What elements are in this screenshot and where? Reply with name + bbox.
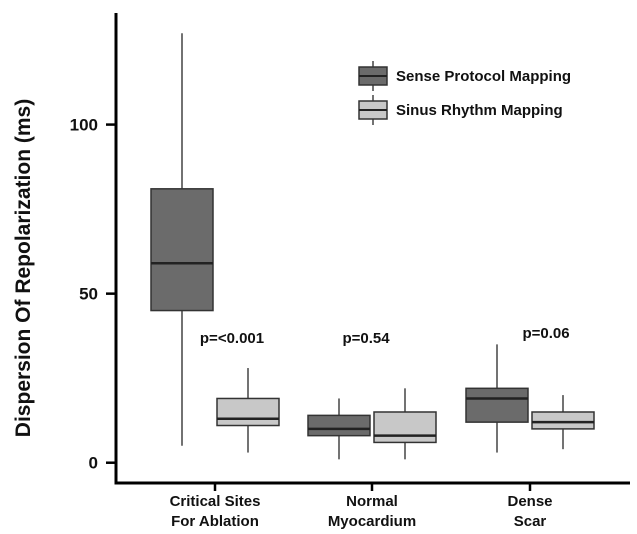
- box-iqr: [150, 188, 214, 312]
- box-iqr: [216, 397, 280, 427]
- x-tick-label: For Ablation: [171, 513, 259, 530]
- y-axis: 0 50 100: [70, 13, 118, 483]
- box-sense-0: [150, 33, 214, 446]
- legend-entry: Sinus Rhythm Mapping: [358, 95, 563, 125]
- box-sinus-0: [216, 368, 280, 453]
- y-tick-label: 50: [79, 285, 98, 304]
- legend-entry: Sense Protocol Mapping: [358, 61, 571, 91]
- p-value-annotations: p=<0.001 p=0.54 p=0.06: [200, 325, 570, 347]
- x-tick-label: Critical Sites: [170, 493, 261, 510]
- legend: Sense Protocol Mapping Sinus Rhythm Mappi…: [358, 61, 571, 125]
- box-iqr: [465, 387, 529, 423]
- legend-label: Sense Protocol Mapping: [396, 68, 571, 85]
- y-axis-title: Dispersion Of Repolarization (ms): [12, 99, 35, 437]
- y-tick-label: 0: [89, 454, 98, 473]
- box-sinus-2: [531, 395, 595, 450]
- box-series: [150, 33, 595, 460]
- box-iqr: [373, 411, 437, 444]
- p-value-label: p=0.06: [522, 325, 569, 342]
- box-iqr: [531, 411, 595, 430]
- x-axis: Critical Sites For Ablation Normal Myocardi…: [114, 481, 630, 530]
- box-sense-1: [307, 398, 371, 460]
- p-value-label: p=0.54: [342, 330, 390, 347]
- x-tick-label: Scar: [514, 513, 547, 530]
- y-tick-label: 100: [70, 116, 98, 135]
- p-value-label: p=<0.001: [200, 330, 264, 347]
- x-tick-label: Myocardium: [328, 513, 416, 530]
- box-sinus-1: [373, 388, 437, 460]
- x-tick-label: Dense: [507, 493, 552, 510]
- legend-label: Sinus Rhythm Mapping: [396, 102, 563, 119]
- box-sense-2: [465, 344, 529, 453]
- box-iqr: [307, 414, 371, 437]
- x-tick-label: Normal: [346, 493, 398, 510]
